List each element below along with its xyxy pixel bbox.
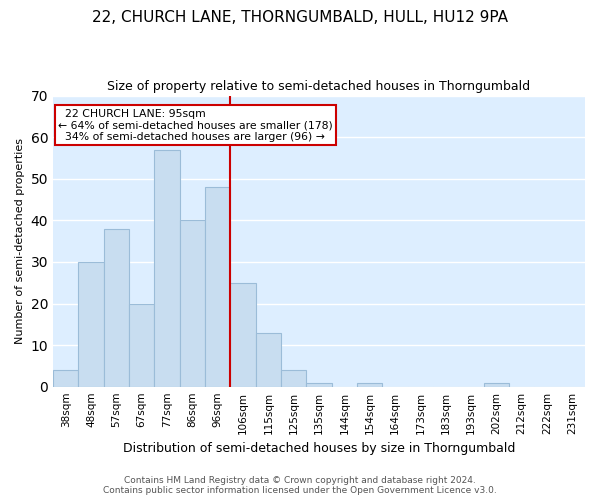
Bar [230, 282, 256, 387]
Bar [307, 382, 332, 386]
Bar [79, 262, 104, 386]
Bar [205, 187, 230, 386]
Text: 22, CHURCH LANE, THORNGUMBALD, HULL, HU12 9PA: 22, CHURCH LANE, THORNGUMBALD, HULL, HU1… [92, 10, 508, 25]
Bar [104, 228, 129, 386]
Bar [129, 304, 154, 386]
X-axis label: Distribution of semi-detached houses by size in Thorngumbald: Distribution of semi-detached houses by … [123, 442, 515, 455]
Bar [154, 150, 179, 386]
Y-axis label: Number of semi-detached properties: Number of semi-detached properties [15, 138, 25, 344]
Title: Size of property relative to semi-detached houses in Thorngumbald: Size of property relative to semi-detach… [107, 80, 530, 93]
Bar [281, 370, 307, 386]
Text: Contains HM Land Registry data © Crown copyright and database right 2024.
Contai: Contains HM Land Registry data © Crown c… [103, 476, 497, 495]
Bar [53, 370, 79, 386]
Bar [484, 382, 509, 386]
Bar [256, 332, 281, 386]
Text: 22 CHURCH LANE: 95sqm
← 64% of semi-detached houses are smaller (178)
  34% of s: 22 CHURCH LANE: 95sqm ← 64% of semi-deta… [58, 108, 333, 142]
Bar [357, 382, 382, 386]
Bar [179, 220, 205, 386]
